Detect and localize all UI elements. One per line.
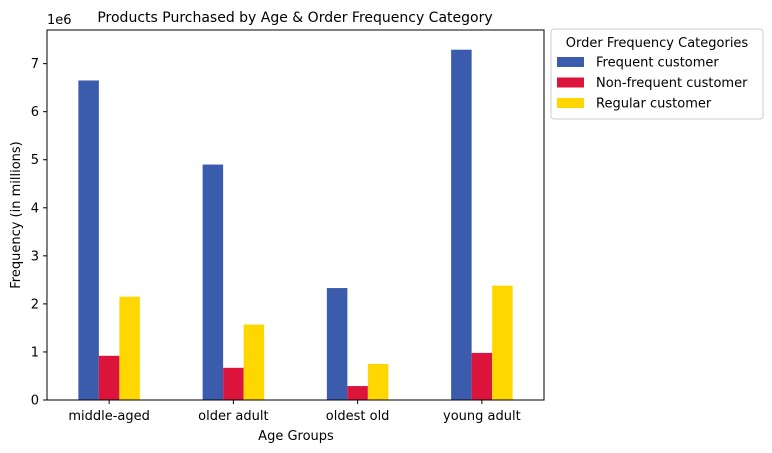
legend-title: Order Frequency Categories [566, 36, 749, 51]
y-tick-label: 4 [31, 201, 39, 216]
bar-older-adult-non-frequent-customer [223, 367, 244, 400]
bar-young-adult-non-frequent-customer [471, 352, 493, 400]
y-tick-label: 2 [31, 297, 39, 312]
bar-young-adult-frequent-customer [451, 49, 472, 401]
x-tick-label: oldest old [326, 409, 390, 424]
legend-swatch [557, 57, 584, 67]
legend-label: Non-frequent customer [596, 76, 748, 91]
bar-older-adult-regular-customer [243, 324, 265, 400]
legend-swatch [557, 77, 584, 88]
legend-label: Frequent customer [596, 56, 719, 71]
y-tick-label: 6 [31, 105, 39, 120]
bar-middle-aged-regular-customer [119, 296, 140, 400]
y-tick-label: 0 [31, 394, 39, 409]
x-axis-ticks: middle-aged older adult oldest old young ad… [68, 400, 521, 424]
y-axis-ticks: 0 1 2 3 4 5 6 7 [31, 57, 47, 409]
bars-group [78, 49, 513, 401]
bar-older-adult-frequent-customer [202, 164, 224, 400]
y-axis-label: Frequency (in millions) [9, 141, 24, 289]
legend-items: Frequent customer Non-frequent customer Re… [557, 56, 748, 112]
y-axis-exponent: 1e6 [47, 13, 72, 28]
legend-label: Regular customer [596, 97, 712, 112]
y-tick-label: 7 [31, 57, 39, 72]
y-tick-label: 5 [31, 153, 39, 168]
x-tick-label: young adult [443, 409, 521, 424]
bar-young-adult-regular-customer [492, 285, 513, 400]
legend-swatch [557, 98, 584, 108]
chart-title: Products Purchased by Age & Order Freque… [97, 10, 492, 26]
y-tick-label: 1 [31, 345, 39, 360]
bar-middle-aged-frequent-customer [78, 80, 99, 401]
bar-oldest-old-regular-customer [367, 363, 389, 400]
plot-frame [46, 29, 545, 401]
x-tick-label: older adult [198, 409, 268, 424]
bar-oldest-old-frequent-customer [326, 288, 348, 400]
legend-frame [550, 28, 764, 120]
legend: Order Frequency Categories Frequent cust… [550, 28, 764, 120]
bar-oldest-old-non-frequent-customer [347, 386, 368, 400]
bar-middle-aged-non-frequent-customer [98, 355, 120, 400]
x-tick-label: middle-aged [68, 409, 150, 424]
x-axis-label: Age Groups [258, 429, 334, 444]
y-tick-label: 3 [31, 249, 39, 264]
